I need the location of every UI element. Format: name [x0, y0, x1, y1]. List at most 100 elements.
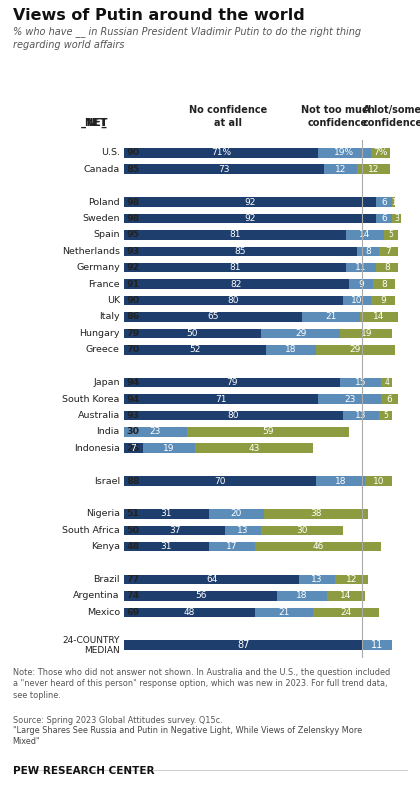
- Bar: [255, 607, 313, 617]
- Bar: [124, 312, 302, 322]
- Bar: [255, 542, 381, 551]
- Text: 8: 8: [384, 263, 390, 272]
- Text: 8: 8: [365, 247, 370, 256]
- Text: Argentina: Argentina: [73, 591, 120, 600]
- Text: 74: 74: [126, 591, 139, 600]
- Text: 29: 29: [295, 329, 306, 338]
- Text: South Africa: South Africa: [62, 526, 120, 535]
- Text: ̲NET̲: ̲NET̲: [86, 117, 108, 128]
- Bar: [124, 444, 143, 453]
- Text: 1: 1: [391, 198, 396, 207]
- Bar: [384, 230, 398, 239]
- Bar: [360, 312, 398, 322]
- Text: 90: 90: [126, 148, 139, 157]
- Bar: [365, 476, 392, 486]
- Bar: [379, 411, 392, 421]
- Text: 19: 19: [361, 329, 372, 338]
- Bar: [327, 591, 365, 601]
- Text: 11: 11: [355, 263, 367, 272]
- Text: 80: 80: [228, 411, 239, 420]
- Text: 26: 26: [126, 444, 139, 452]
- Bar: [124, 329, 261, 338]
- Text: 7%: 7%: [373, 148, 387, 157]
- Text: 19%: 19%: [334, 148, 354, 157]
- Bar: [343, 296, 370, 306]
- Text: Netherlands: Netherlands: [62, 247, 120, 256]
- Text: 92: 92: [126, 263, 139, 272]
- Bar: [324, 164, 357, 174]
- Text: 94: 94: [126, 394, 139, 404]
- Text: France: France: [88, 279, 120, 289]
- Bar: [357, 247, 379, 256]
- Bar: [316, 345, 395, 354]
- Bar: [370, 296, 395, 306]
- Bar: [381, 377, 392, 387]
- Text: 23: 23: [344, 394, 356, 404]
- Text: Views of Putin around the world: Views of Putin around the world: [13, 8, 304, 23]
- Bar: [302, 312, 360, 322]
- Text: 24-COUNTRY
MEDIAN: 24-COUNTRY MEDIAN: [63, 635, 120, 655]
- Text: 48: 48: [184, 608, 195, 617]
- Text: 11: 11: [371, 640, 383, 650]
- Text: 93: 93: [126, 247, 139, 256]
- Text: 31: 31: [160, 509, 172, 519]
- Bar: [124, 296, 343, 306]
- Bar: [124, 607, 255, 617]
- Text: 17: 17: [226, 542, 238, 551]
- Text: South Korea: South Korea: [63, 394, 120, 404]
- Text: 93: 93: [126, 411, 139, 420]
- Text: % who have __ in Russian President Vladimir Putin to do the right thing
regardin: % who have __ in Russian President Vladi…: [13, 26, 361, 50]
- Text: Israel: Israel: [94, 476, 120, 485]
- Text: 5: 5: [388, 231, 394, 239]
- Text: 56: 56: [195, 591, 206, 600]
- Bar: [143, 444, 195, 453]
- Text: 59: 59: [262, 428, 273, 437]
- Text: 70: 70: [214, 476, 226, 485]
- Text: 7: 7: [386, 247, 391, 256]
- Text: Mexico: Mexico: [87, 608, 120, 617]
- Text: 48: 48: [126, 542, 139, 551]
- Text: 85: 85: [235, 247, 246, 256]
- Text: 13: 13: [355, 411, 367, 420]
- Text: Hungary: Hungary: [79, 329, 120, 338]
- Text: 65: 65: [207, 313, 219, 322]
- Bar: [124, 526, 225, 535]
- Text: Not too much
confidence: Not too much confidence: [301, 105, 375, 128]
- Text: 6: 6: [381, 198, 387, 207]
- Text: 46: 46: [313, 542, 324, 551]
- Bar: [124, 230, 346, 239]
- Text: Spain: Spain: [93, 231, 120, 239]
- Text: 9: 9: [380, 296, 386, 305]
- Text: India: India: [97, 428, 120, 437]
- Text: 69: 69: [126, 608, 139, 617]
- Bar: [124, 641, 362, 650]
- Text: 91: 91: [126, 279, 139, 289]
- Bar: [318, 394, 381, 404]
- Bar: [124, 591, 277, 601]
- Bar: [124, 394, 318, 404]
- Text: 21: 21: [325, 313, 336, 322]
- Text: 18: 18: [285, 346, 297, 354]
- Bar: [124, 197, 376, 207]
- Bar: [392, 214, 401, 223]
- Text: 18: 18: [335, 476, 346, 485]
- Bar: [277, 591, 327, 601]
- Bar: [340, 329, 392, 338]
- Bar: [343, 411, 379, 421]
- Text: 24: 24: [340, 608, 352, 617]
- Text: Source: Spring 2023 Global Attitudes survey. Q15c.: Source: Spring 2023 Global Attitudes sur…: [13, 716, 222, 725]
- Text: Germany: Germany: [76, 263, 120, 272]
- Text: 51: 51: [126, 509, 139, 519]
- Text: 10: 10: [351, 296, 362, 305]
- Text: 23: 23: [150, 428, 161, 437]
- Text: 9: 9: [358, 279, 364, 289]
- Text: 14: 14: [360, 231, 371, 239]
- Text: NET: NET: [86, 117, 108, 128]
- Text: Poland: Poland: [88, 198, 120, 207]
- Text: Japan: Japan: [93, 378, 120, 387]
- Text: 64: 64: [206, 575, 217, 584]
- Text: 71%: 71%: [211, 148, 231, 157]
- Text: Nigeria: Nigeria: [86, 509, 120, 519]
- Text: PEW RESEARCH CENTER: PEW RESEARCH CENTER: [13, 766, 154, 776]
- Text: 12: 12: [346, 575, 357, 584]
